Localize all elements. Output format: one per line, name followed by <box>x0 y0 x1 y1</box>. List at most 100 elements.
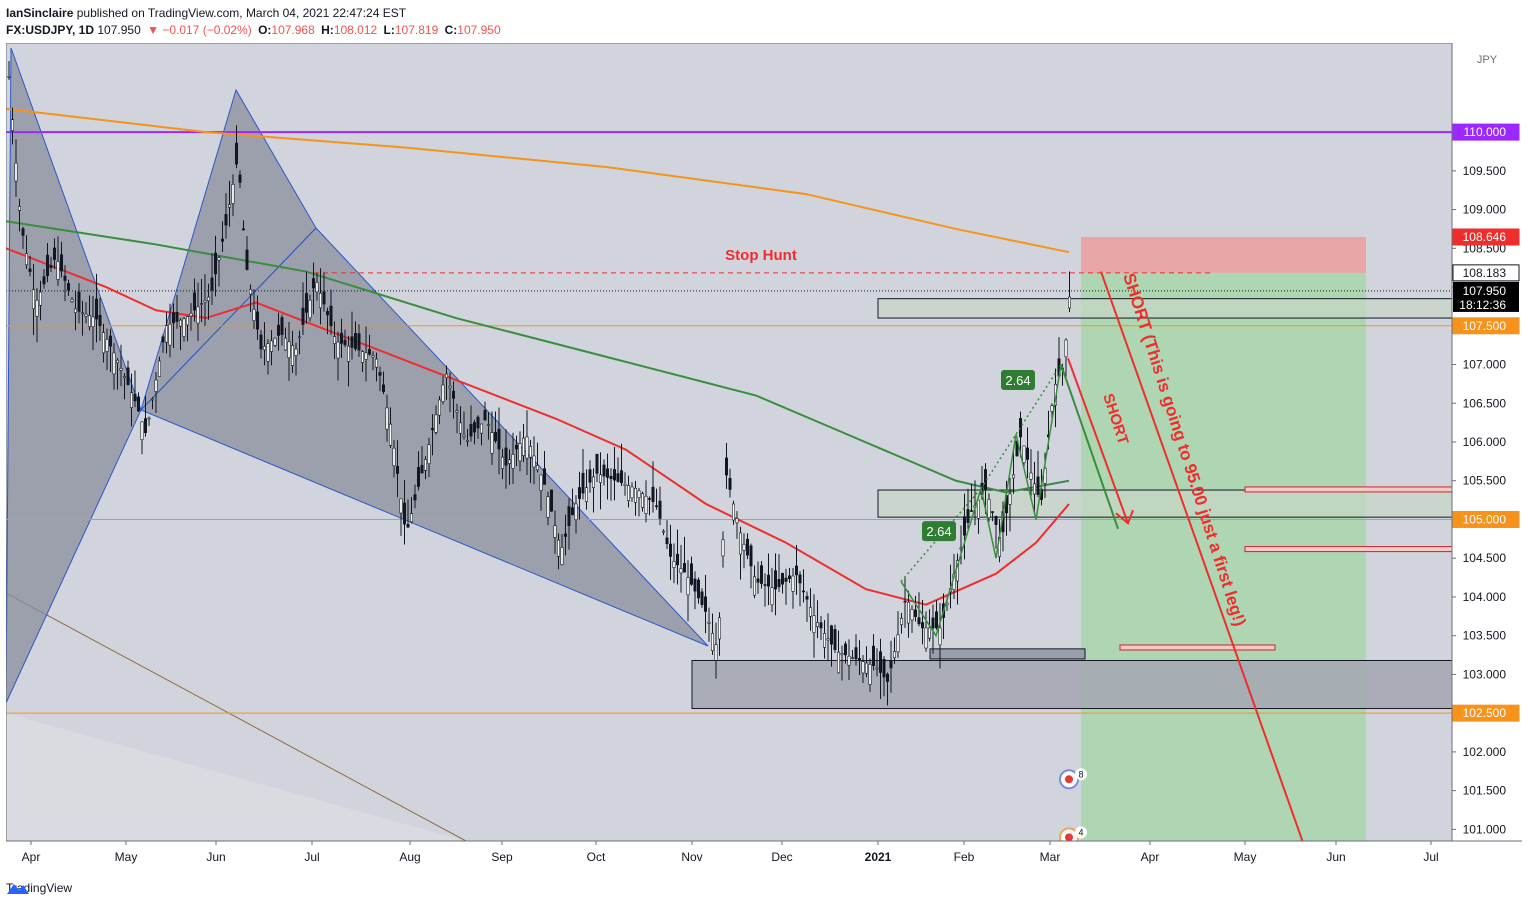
y-tick-label: 109.000 <box>1463 203 1507 217</box>
candle-body <box>119 368 123 371</box>
candle-body <box>822 633 826 648</box>
position-target-zone <box>1081 272 1366 841</box>
candle-body <box>144 418 148 434</box>
candle-body <box>45 254 49 277</box>
chart-area[interactable]: 2.64 2.64 Stop Hunt SHORT SHORT (This is goi… <box>6 43 1522 871</box>
candle-body <box>1033 483 1037 495</box>
candle-body <box>472 422 476 433</box>
candle-body <box>266 343 270 362</box>
candle-body <box>52 247 56 260</box>
author-name[interactable]: IanSinclaire <box>6 6 74 20</box>
candle-body <box>969 510 973 512</box>
tradingview-logo-icon <box>7 884 29 894</box>
candle-body <box>276 324 280 336</box>
candle-body <box>462 434 466 438</box>
candle-body <box>448 385 452 389</box>
candle-body <box>609 475 613 480</box>
candle-body <box>577 487 581 499</box>
candle-body <box>28 268 32 272</box>
candle-body <box>875 667 879 670</box>
candle-body <box>287 341 291 358</box>
candle-body <box>724 457 728 476</box>
candle-body <box>74 308 78 313</box>
candle-body <box>416 467 420 487</box>
candle-body <box>1008 493 1012 505</box>
candle-body <box>42 276 46 285</box>
price-tag-label-3: 107.500 <box>1463 319 1507 333</box>
y-tick-label: 101.500 <box>1463 784 1507 798</box>
candle-body <box>686 577 690 596</box>
candle-body <box>24 253 28 266</box>
candle-body <box>406 523 410 528</box>
price-tag-bg-2 <box>1452 264 1520 282</box>
candle-body <box>109 335 113 347</box>
candle-body <box>469 423 473 437</box>
candle-body <box>269 340 273 352</box>
candle-body <box>805 596 809 600</box>
candle-body <box>742 543 746 551</box>
x-tick-label: Sep <box>491 850 513 864</box>
x-tick-label: Dec <box>771 850 792 864</box>
candle-body <box>56 261 60 280</box>
y-tick-label: 106.500 <box>1463 396 1507 410</box>
candle-body <box>861 661 865 674</box>
candle-body <box>714 644 718 661</box>
candle-body <box>913 609 917 617</box>
ratio-badge-1 <box>1001 370 1035 391</box>
candle-body <box>1036 476 1040 495</box>
candle-body <box>763 584 767 586</box>
y-tick-label: 103.000 <box>1463 667 1507 681</box>
candle-body <box>172 312 176 324</box>
candle-body <box>994 515 998 525</box>
candle-body <box>882 658 886 678</box>
candle-body <box>242 228 246 231</box>
candle-body <box>374 358 378 368</box>
price-tag-bg-4 <box>1452 510 1520 528</box>
trend-line-brown <box>6 592 467 841</box>
candle-body <box>444 373 448 379</box>
candle-body <box>675 553 679 566</box>
candle-body <box>906 601 910 624</box>
candle-body <box>735 518 739 524</box>
open-label: O: <box>258 23 272 37</box>
candle-body <box>322 291 326 305</box>
candle-body <box>651 486 655 502</box>
candle-body <box>1029 472 1033 480</box>
candle-body <box>542 468 546 485</box>
candle-body <box>161 336 165 343</box>
x-tick-label: Jun <box>206 850 225 864</box>
candle-body <box>504 447 508 466</box>
candle-body <box>402 502 406 525</box>
candle-body <box>574 503 578 521</box>
candle-body <box>249 289 253 295</box>
price-tag-bg-1 <box>1452 228 1520 246</box>
candle-body <box>329 305 333 327</box>
candle-body <box>707 621 711 624</box>
candle-body <box>528 446 532 458</box>
candle-body <box>399 498 403 514</box>
candle-body <box>112 352 116 375</box>
candle-body <box>871 645 875 667</box>
x-tick-label: Mar <box>1040 850 1061 864</box>
candle-body <box>927 627 931 639</box>
candle-body <box>773 570 777 590</box>
candle-body <box>126 367 130 385</box>
candle-body <box>640 493 644 508</box>
ratio-badge-label-1: 2.64 <box>1005 373 1030 388</box>
candle-body <box>11 119 15 131</box>
candle-body <box>483 410 487 421</box>
candle-body <box>133 393 137 402</box>
candle-body <box>214 252 218 275</box>
candle-body <box>843 643 847 656</box>
candle-body <box>815 622 819 627</box>
candle-body <box>388 423 392 446</box>
candle-body <box>1011 474 1015 479</box>
candle-body <box>63 275 67 281</box>
candle-body <box>1064 339 1068 358</box>
candle-body <box>224 214 228 226</box>
candle-body <box>231 184 235 204</box>
candle-body <box>549 489 553 512</box>
candle-body <box>458 422 462 434</box>
